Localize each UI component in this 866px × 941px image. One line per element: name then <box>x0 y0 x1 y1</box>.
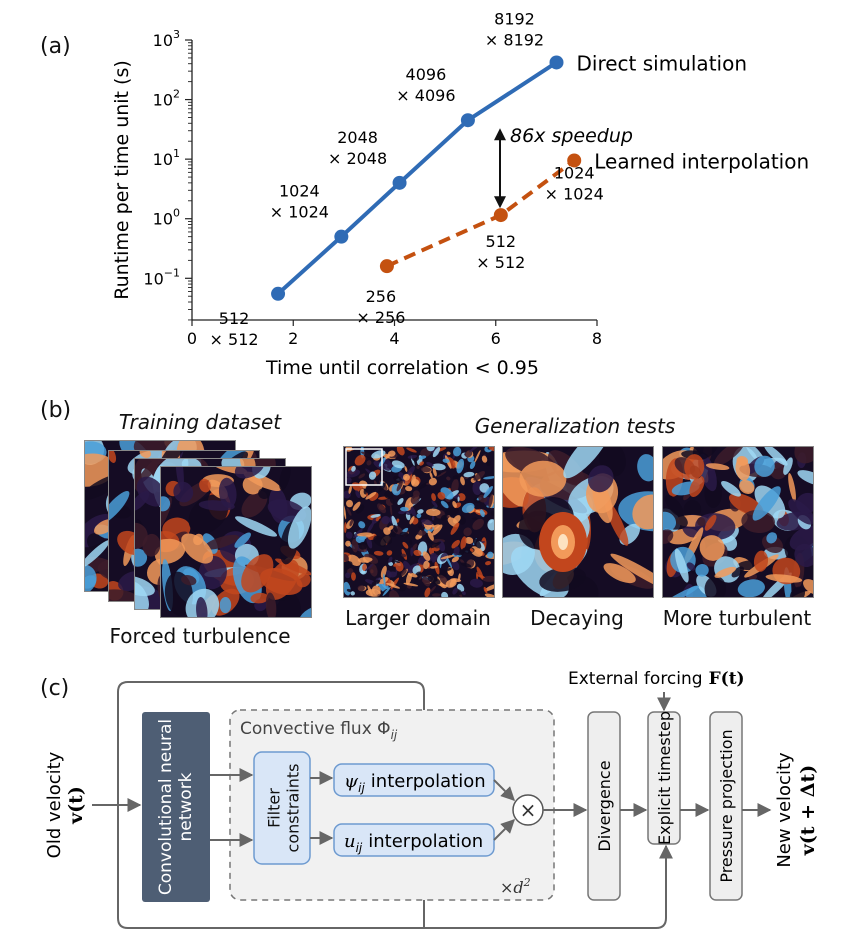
explicit-timestep-label: Explicit timestep <box>655 711 674 845</box>
filter-label: Filterconstraints <box>265 764 303 853</box>
point-size-label: × 512 <box>210 330 259 349</box>
point-size-label: 1024 <box>279 182 320 201</box>
training-title: Training dataset <box>118 410 282 434</box>
filter-constraints-box <box>253 751 311 865</box>
u-interpolation-label: uij interpolation <box>344 831 483 855</box>
series-line-2 <box>386 158 576 268</box>
data-point <box>392 175 407 190</box>
data-point <box>379 259 394 274</box>
series-name-label: Direct simulation <box>577 51 748 75</box>
series-name-label: Learned interpolation <box>594 149 809 173</box>
point-size-label: 4096 <box>406 65 447 84</box>
data-point <box>334 229 349 244</box>
training-caption: Forced turbulence <box>109 624 291 648</box>
multiply-symbol: × <box>520 798 537 822</box>
new-velocity-symbol: v(t + Δt) <box>797 765 819 856</box>
generalization-title: Generalization tests <box>474 414 676 438</box>
point-size-label: × 2048 <box>328 149 387 168</box>
new-velocity-label: New velocity <box>774 752 795 868</box>
point-size-label: × 8192 <box>485 30 544 49</box>
data-point <box>567 153 582 168</box>
y-axis-label: Runtime per time unit (s) <box>111 60 133 300</box>
y-tick-label: 103 <box>153 28 180 50</box>
convective-flux-label: Convective flux Φij <box>240 719 398 742</box>
data-point <box>549 55 564 70</box>
y-tick-label: 101 <box>153 147 180 169</box>
x-tick-label: 2 <box>288 329 298 348</box>
divergence-label: Divergence <box>595 760 614 851</box>
larger-domain-caption: Larger domain <box>345 606 491 630</box>
panel-c-label: (c) <box>40 676 70 701</box>
point-size-label: 512 <box>219 309 250 328</box>
point-size-label: 2048 <box>337 128 378 147</box>
cnn-label: Convolutional neuralnetwork <box>156 719 196 895</box>
point-size-label: × 512 <box>476 253 525 272</box>
psi-interpolation-label: ψij interpolation <box>344 771 486 795</box>
point-size-label: 1024 <box>554 163 595 182</box>
data-point <box>460 113 475 128</box>
cnn-box <box>142 712 210 902</box>
data-point <box>271 286 286 301</box>
external-forcing-label: External forcing F(t) <box>568 669 745 689</box>
speedup-arrow-head-down <box>494 196 506 209</box>
speedup-annotation: 86x speedup <box>510 125 633 147</box>
old-velocity-label: Old velocity <box>44 751 65 858</box>
decaying-image <box>502 446 654 598</box>
chart-axes: 0 2 4 6 8 103 102 101 100 10−1 Time until correlat… <box>111 28 602 379</box>
decaying-caption: Decaying <box>530 606 624 630</box>
x-axis-label: Time until correlation < 0.95 <box>265 357 539 379</box>
x-tick-label: 8 <box>592 329 602 348</box>
chart-series <box>271 55 582 301</box>
point-size-label: 512 <box>486 232 517 251</box>
architecture-diagram: Old velocity v(t) Convolutional neuralne… <box>44 669 819 929</box>
more-turbulent-image <box>662 446 814 598</box>
x-tick-label: 6 <box>491 329 501 348</box>
training-image-4 <box>160 466 312 618</box>
point-size-label: × 256 <box>356 308 405 327</box>
more-turbulent-caption: More turbulent <box>662 606 812 630</box>
speedup-arrow-head-up <box>494 128 506 141</box>
data-point <box>493 208 508 223</box>
y-tick-label: 100 <box>153 207 180 229</box>
point-size-label: × 1024 <box>270 203 329 222</box>
y-tick-label: 102 <box>153 88 180 110</box>
pressure-projection-label: Pressure projection <box>717 729 736 882</box>
pressure-projection-box <box>709 711 743 901</box>
panel-b-label: (b) <box>40 398 72 423</box>
old-velocity-symbol: v(t) <box>65 786 87 825</box>
explicit-timestep-box <box>647 711 681 845</box>
larger-domain-image <box>343 446 495 598</box>
x-tick-label: 4 <box>389 329 399 348</box>
chart-labels: Direct simulation Learned interpolation 51… <box>210 9 810 348</box>
point-size-label: × 4096 <box>396 86 455 105</box>
point-size-label: 256 <box>366 287 397 306</box>
x-tick-label: 0 <box>187 329 197 348</box>
point-size-label: 8192 <box>494 9 535 28</box>
repeat-d2-label: ×d2 <box>500 876 531 897</box>
panel-a-label: (a) <box>40 34 71 59</box>
point-size-label: × 1024 <box>545 184 604 203</box>
divergence-box <box>587 711 621 901</box>
runtime-chart: 0 2 4 6 8 103 102 101 100 10−1 Time until correlat… <box>111 9 810 379</box>
y-tick-label: 10−1 <box>143 266 180 288</box>
